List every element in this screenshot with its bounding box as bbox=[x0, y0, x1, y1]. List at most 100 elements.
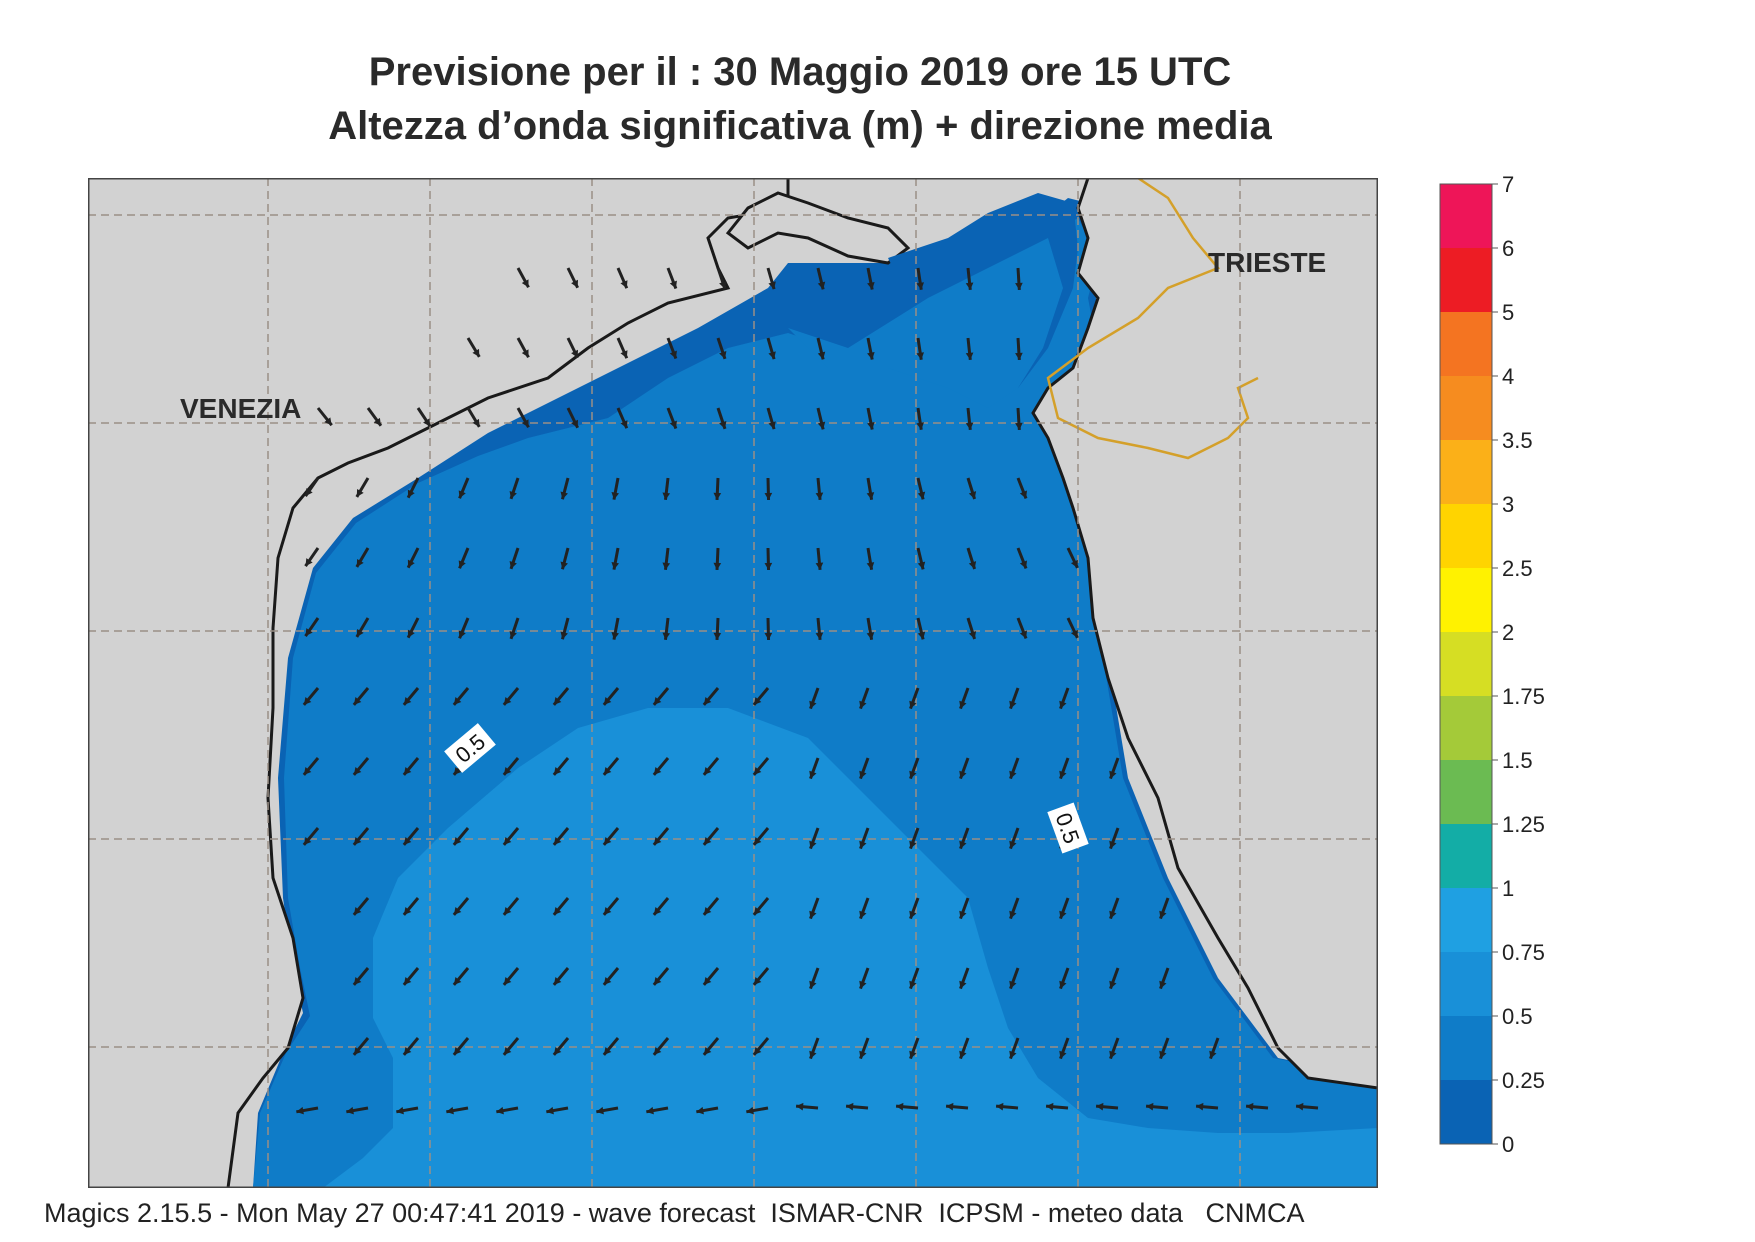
coastline bbox=[88, 178, 1378, 1188]
wave-arrow-head bbox=[713, 632, 722, 640]
wave-arrow-head bbox=[603, 767, 612, 775]
wave-arrow-head bbox=[653, 907, 662, 915]
wave-arrow-head bbox=[509, 560, 517, 569]
wave-arrow-head bbox=[1196, 1102, 1204, 1111]
wave-arrow-head bbox=[346, 1106, 354, 1115]
gulf-inner bbox=[788, 238, 1063, 408]
wave-arrow-head bbox=[768, 281, 776, 290]
legend-swatch bbox=[1440, 248, 1492, 312]
legend-label: 0.25 bbox=[1502, 1068, 1545, 1093]
wave-arrow-head bbox=[896, 1102, 904, 1111]
wave-arrow-head bbox=[296, 1106, 304, 1115]
legend-labels: 0 0.25 0.5 0.75 1 1.25 1.5 1.75 2 2.5 3 3.5 4 5 6 7 bbox=[1492, 174, 1545, 1154]
legend-swatch bbox=[1440, 1016, 1492, 1080]
legend-swatch bbox=[1440, 696, 1492, 760]
wave-arrow-head bbox=[603, 837, 612, 845]
wave-arrow-head bbox=[815, 492, 824, 500]
wave-arrow-head bbox=[546, 1106, 554, 1115]
legend-label: 5 bbox=[1502, 300, 1514, 325]
wave-arrow-head bbox=[696, 1106, 704, 1115]
wave-arrow-head bbox=[553, 907, 562, 915]
legend-swatch bbox=[1440, 760, 1492, 824]
wave-arrow-head bbox=[403, 907, 412, 915]
wave-arrow-head bbox=[703, 907, 712, 915]
wave-arrow-head bbox=[353, 1047, 362, 1055]
wave-arrow-head bbox=[1015, 352, 1023, 360]
wave-arrow-head bbox=[968, 491, 977, 499]
wave-arrow-head bbox=[703, 767, 712, 775]
wave-arrow-head bbox=[353, 697, 362, 705]
wave-arrow-head bbox=[909, 770, 917, 779]
wave-arrow-head bbox=[917, 491, 926, 500]
wave-arrow-head bbox=[909, 700, 917, 709]
wave-arrow-head bbox=[324, 417, 332, 426]
wave-arrow-head bbox=[867, 351, 875, 360]
wave-arrow-head bbox=[1015, 282, 1023, 290]
wave-arrow-head bbox=[669, 350, 677, 359]
wave-arrow-head bbox=[719, 420, 727, 429]
wave-arrow-head bbox=[764, 492, 773, 500]
map-frame bbox=[88, 178, 1378, 1188]
wave-arrow-head bbox=[560, 561, 568, 570]
wave-arrow-head bbox=[859, 1050, 867, 1059]
wave-arrow-head bbox=[653, 697, 662, 705]
wave-arrow-head bbox=[396, 1106, 404, 1115]
wave-arrow-head bbox=[809, 840, 817, 849]
wave-arrow-head bbox=[703, 1047, 712, 1055]
wave-arrow-head bbox=[603, 1047, 612, 1055]
wave-arrow-head bbox=[1296, 1102, 1304, 1111]
wave-arrow-head bbox=[764, 562, 773, 570]
color-legend: 0 0.25 0.5 0.75 1 1.25 1.5 1.75 2 2.5 3 3.5 4 5 6 7 bbox=[1439, 174, 1545, 1154]
legend-swatch bbox=[1440, 632, 1492, 696]
wave-arrow-head bbox=[809, 910, 817, 919]
wave-arrow-head bbox=[303, 837, 312, 845]
wave-arrow-head bbox=[859, 840, 867, 849]
wave-arrow-head bbox=[603, 977, 612, 985]
wave-arrow-head bbox=[809, 1050, 817, 1059]
wave-arrow-head bbox=[453, 697, 462, 705]
wave-arrow-head bbox=[959, 770, 967, 779]
wave-arrow-head bbox=[560, 631, 568, 640]
wave-arrow-head bbox=[916, 422, 925, 430]
wave-arrow-head bbox=[653, 837, 662, 845]
legend-label: 0.5 bbox=[1502, 1004, 1533, 1029]
wave-arrow-head bbox=[817, 281, 826, 290]
title-line-2: Altezza d’onda significativa (m) + direz… bbox=[328, 104, 1272, 148]
wave-arrow-head bbox=[809, 700, 817, 709]
wave-arrow-head bbox=[1159, 1050, 1167, 1059]
wave-arrow-head bbox=[859, 770, 867, 779]
wave-arrow-head bbox=[1070, 559, 1078, 568]
wave-arrow-head bbox=[611, 492, 620, 500]
wave-arrow-head bbox=[866, 562, 875, 570]
city-label-venezia: VENEZIA bbox=[180, 393, 301, 424]
wave-arrow-head bbox=[753, 697, 762, 705]
wave-arrow-head bbox=[472, 348, 480, 357]
wave-arrow-head bbox=[753, 907, 762, 915]
wave-arrow-head bbox=[1059, 770, 1067, 779]
wave-arrow-head bbox=[703, 697, 712, 705]
wave-arrow-head bbox=[509, 630, 517, 639]
wave-arrow-head bbox=[356, 558, 364, 567]
wave-arrow-head bbox=[571, 279, 579, 288]
wave-arrow-head bbox=[859, 980, 867, 989]
legend-swatch bbox=[1440, 440, 1492, 504]
legend-swatches bbox=[1439, 183, 1493, 1145]
wave-arrow-head bbox=[305, 558, 313, 567]
country-border bbox=[1046, 178, 1259, 460]
wave-arrow-head bbox=[662, 492, 671, 500]
wave-arrow-head bbox=[521, 419, 529, 428]
wave-arrow-head bbox=[503, 697, 512, 705]
wave-arrow-head bbox=[1059, 700, 1067, 709]
wave-arrow-head bbox=[521, 349, 529, 358]
wave-arrow-head bbox=[553, 837, 562, 845]
wave-arrow-head bbox=[713, 492, 722, 500]
legend-label: 2 bbox=[1502, 620, 1514, 645]
wave-arrow-head bbox=[669, 280, 677, 289]
wave-arrow-head bbox=[403, 977, 412, 985]
wave-arrow-head bbox=[703, 977, 712, 985]
wave-arrow-head bbox=[1059, 1050, 1067, 1059]
wave-arrow-head bbox=[866, 492, 875, 500]
wave-arrow-head bbox=[753, 837, 762, 845]
legend-label: 7 bbox=[1502, 174, 1514, 197]
wave-arrow-head bbox=[1146, 1102, 1154, 1111]
